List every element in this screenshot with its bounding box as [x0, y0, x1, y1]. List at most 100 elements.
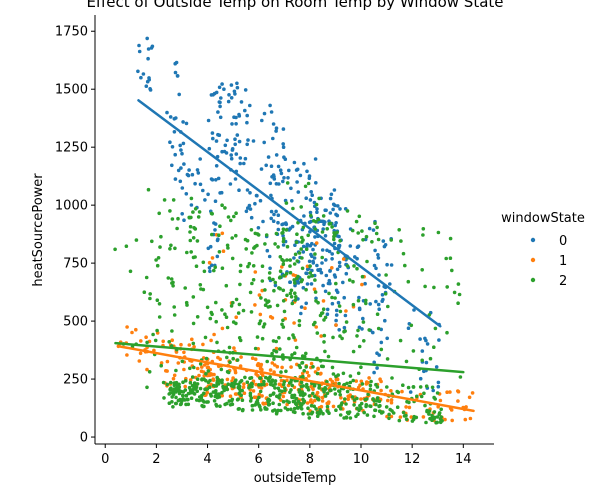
point-series-2	[223, 206, 227, 210]
point-series-2	[331, 335, 335, 340]
point-series-2	[148, 296, 152, 301]
point-series-2	[235, 358, 240, 362]
point-series-2	[181, 397, 185, 401]
point-series-0	[315, 263, 319, 268]
point-series-0	[334, 318, 338, 323]
point-series-2	[188, 366, 192, 371]
point-series-1	[253, 270, 258, 274]
point-series-2	[321, 214, 326, 218]
point-series-0	[223, 143, 228, 148]
point-series-1	[220, 393, 224, 398]
x-tick-label: 8	[306, 452, 314, 467]
point-series-1	[260, 394, 264, 398]
point-series-2	[397, 418, 402, 423]
point-series-2	[288, 258, 293, 262]
point-series-2	[262, 322, 267, 326]
point-series-2	[253, 346, 258, 351]
point-series-2	[215, 395, 220, 400]
point-series-2	[364, 403, 369, 407]
point-series-2	[361, 238, 365, 242]
point-series-2	[210, 212, 214, 216]
point-series-2	[255, 398, 260, 403]
point-series-1	[170, 338, 174, 343]
point-series-0	[264, 163, 269, 168]
point-series-2	[308, 271, 313, 275]
point-series-2	[255, 335, 260, 339]
point-series-2	[307, 394, 312, 398]
point-series-2	[178, 402, 183, 407]
point-series-2	[265, 359, 270, 364]
point-series-1	[220, 231, 225, 236]
point-series-2	[226, 382, 230, 387]
point-series-2	[281, 299, 286, 303]
point-series-0	[262, 111, 267, 116]
trend-line-series-2	[114, 341, 465, 374]
point-series-2	[170, 395, 174, 399]
point-series-2	[432, 410, 437, 414]
point-series-0	[173, 70, 178, 75]
point-series-2	[175, 226, 179, 231]
point-series-0	[328, 196, 333, 201]
point-series-2	[240, 398, 245, 403]
point-series-2	[189, 396, 194, 401]
point-series-1	[176, 361, 181, 365]
point-series-0	[408, 390, 413, 394]
point-series-2	[363, 397, 368, 402]
point-series-1	[268, 368, 273, 372]
point-series-0	[281, 243, 286, 247]
point-series-1	[116, 344, 121, 349]
point-series-2	[421, 233, 425, 237]
point-series-2	[425, 408, 429, 413]
point-series-0	[216, 176, 221, 181]
point-series-2	[314, 202, 319, 207]
point-series-2	[352, 264, 356, 268]
point-series-2	[338, 407, 343, 411]
point-series-2	[351, 279, 355, 284]
point-series-2	[419, 394, 424, 399]
point-series-2	[333, 392, 338, 396]
point-series-0	[175, 74, 180, 78]
point-series-2	[268, 304, 272, 309]
point-series-2	[445, 285, 450, 289]
point-series-2	[281, 288, 286, 293]
point-series-2	[374, 231, 379, 236]
point-series-2	[409, 323, 414, 328]
point-series-2	[294, 396, 299, 401]
point-series-0	[304, 301, 309, 306]
point-series-0	[227, 93, 231, 97]
point-series-0	[277, 182, 281, 186]
point-series-0	[173, 177, 178, 181]
point-series-1	[319, 334, 324, 338]
point-series-0	[271, 219, 276, 223]
point-series-2	[197, 395, 202, 399]
point-series-0	[360, 327, 364, 331]
point-series-1	[359, 397, 363, 401]
point-series-2	[362, 339, 366, 343]
point-series-0	[375, 351, 379, 356]
point-series-2	[157, 315, 162, 319]
point-series-2	[277, 395, 281, 400]
point-series-2	[264, 233, 269, 237]
point-series-2	[332, 237, 336, 242]
point-series-2	[323, 315, 328, 320]
point-series-2	[375, 385, 380, 389]
point-series-2	[403, 263, 407, 268]
point-series-0	[206, 118, 211, 123]
point-series-0	[323, 234, 328, 238]
point-series-2	[156, 255, 161, 260]
point-series-2	[439, 407, 444, 412]
point-series-1	[161, 339, 165, 344]
point-series-0	[201, 188, 205, 193]
point-series-1	[445, 390, 449, 395]
point-series-0	[172, 130, 177, 134]
point-series-2	[278, 254, 283, 259]
point-series-2	[290, 383, 295, 388]
point-series-2	[225, 243, 230, 248]
point-series-2	[209, 394, 213, 398]
point-series-2	[319, 311, 324, 316]
point-series-2	[360, 229, 364, 233]
point-series-0	[425, 342, 430, 346]
point-series-2	[278, 269, 283, 274]
point-series-1	[285, 378, 289, 383]
point-series-2	[279, 370, 283, 374]
